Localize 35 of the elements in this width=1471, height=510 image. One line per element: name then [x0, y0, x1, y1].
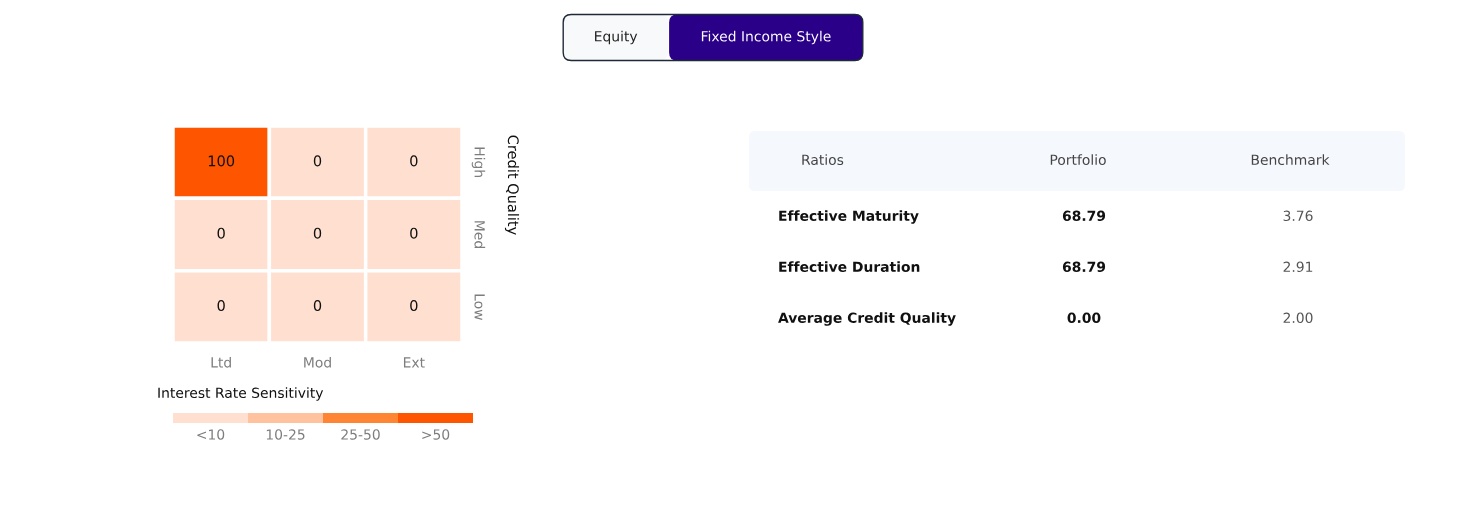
x-tick-label: Ext — [403, 357, 425, 368]
category-label: Effective Maturity — [779, 210, 919, 224]
data-label: 0 — [313, 155, 322, 167]
category-label: Average Credit Quality — [778, 312, 956, 326]
y-tick-label: Low — [474, 294, 485, 320]
text: 3.76 — [1283, 210, 1313, 222]
text: 10-25 — [266, 429, 305, 440]
category-label: Portfolio — [1050, 154, 1106, 166]
text: 25-50 — [341, 429, 380, 440]
y-tick-label: Med — [474, 221, 486, 248]
text: 68.79 — [1062, 261, 1106, 273]
text: 2.00 — [1283, 312, 1313, 324]
data-label: 100 — [208, 155, 235, 167]
data-label: 0 — [217, 227, 225, 239]
data-label: 0 — [313, 300, 322, 312]
data-label: 0 — [410, 300, 418, 312]
x-axis-title: Interest Rate Sensitivity — [158, 387, 324, 401]
category-label: Ratios — [802, 154, 844, 166]
text: <10 — [197, 429, 225, 440]
x-tick-label: Mod — [304, 356, 331, 368]
data-label: 0 — [217, 300, 225, 312]
data-label: 0 — [410, 227, 418, 239]
category-label: Effective Duration — [779, 261, 920, 273]
y-axis-title: Credit Quality — [504, 135, 520, 235]
text: Fixed Income Style — [701, 30, 831, 45]
category-label: Benchmark — [1251, 154, 1330, 166]
text: 0.00 — [1067, 312, 1101, 324]
text: Equity — [595, 30, 638, 45]
data-label: 0 — [410, 155, 418, 167]
text: 68.79 — [1062, 210, 1106, 222]
text: 2.91 — [1283, 261, 1313, 273]
y-tick-label: High — [471, 147, 486, 177]
text: >50 — [422, 429, 450, 440]
data-label: 0 — [313, 227, 322, 239]
x-tick-label: Ltd — [211, 356, 231, 368]
